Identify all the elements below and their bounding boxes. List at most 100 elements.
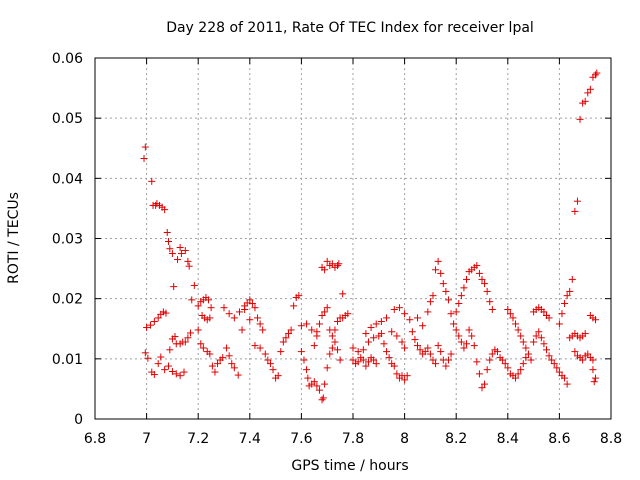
- data-point: [385, 354, 393, 362]
- data-point: [165, 362, 173, 370]
- data-point: [483, 287, 491, 295]
- data-point: [297, 322, 305, 330]
- data-point: [540, 340, 548, 348]
- data-point: [328, 332, 336, 340]
- data-point: [447, 350, 455, 358]
- data-point: [561, 299, 569, 307]
- data-point: [168, 367, 176, 375]
- data-point: [481, 380, 489, 388]
- data-point: [190, 281, 198, 289]
- data-point: [478, 384, 486, 392]
- data-point: [266, 360, 274, 368]
- data-point: [486, 356, 494, 364]
- y-tick-label: 0.04: [52, 171, 83, 187]
- data-point: [576, 115, 584, 123]
- data-point: [532, 332, 540, 340]
- data-point: [537, 334, 545, 342]
- data-point: [437, 348, 445, 356]
- data-point: [323, 257, 331, 265]
- data-point: [334, 262, 342, 270]
- data-point: [290, 302, 298, 310]
- data-point: [411, 336, 419, 344]
- data-point: [184, 257, 192, 265]
- data-point: [207, 304, 215, 312]
- data-point: [277, 348, 285, 356]
- data-point: [398, 338, 406, 346]
- data-point: [230, 364, 238, 372]
- data-point: [308, 326, 316, 334]
- data-point: [354, 348, 362, 356]
- data-point: [504, 364, 512, 372]
- data-point: [555, 368, 563, 376]
- data-point: [447, 310, 455, 318]
- data-point: [486, 298, 494, 306]
- data-point: [380, 340, 388, 348]
- data-point: [186, 329, 194, 337]
- data-point: [154, 360, 162, 368]
- data-point: [313, 382, 321, 390]
- data-point: [235, 308, 243, 316]
- data-point: [514, 370, 522, 378]
- data-point: [336, 356, 344, 364]
- data-point: [522, 344, 530, 352]
- data-point: [362, 330, 370, 338]
- data-point: [460, 344, 468, 352]
- data-point: [522, 354, 530, 362]
- data-point: [568, 275, 576, 283]
- data-point: [372, 360, 380, 368]
- data-point: [475, 370, 483, 378]
- data-point: [168, 250, 176, 258]
- data-point: [143, 324, 151, 332]
- data-point: [354, 358, 362, 366]
- data-point: [390, 305, 398, 313]
- data-point: [349, 344, 357, 352]
- data-point: [274, 372, 282, 380]
- y-axis-ticks: 0 0.01 0.02 0.03 0.04 0.05 0.06: [52, 51, 611, 428]
- data-point: [184, 334, 192, 342]
- data-point: [517, 332, 525, 340]
- data-point: [176, 340, 184, 348]
- data-point: [457, 338, 465, 346]
- data-point: [414, 342, 421, 350]
- data-point: [388, 328, 396, 336]
- data-point: [141, 349, 149, 357]
- data-point: [181, 338, 189, 346]
- data-point: [481, 280, 489, 288]
- data-point: [334, 318, 342, 326]
- data-point: [442, 362, 450, 370]
- data-point: [220, 304, 228, 312]
- data-point: [401, 310, 409, 318]
- data-point: [558, 310, 566, 318]
- data-point: [463, 275, 471, 283]
- data-point: [543, 346, 550, 354]
- data-point: [527, 356, 535, 364]
- y-axis-title: ROTI / TECUs: [6, 192, 22, 284]
- data-point: [303, 366, 311, 374]
- data-point: [297, 348, 305, 356]
- data-point: [512, 374, 520, 382]
- data-point: [166, 245, 174, 253]
- data-point: [586, 85, 594, 93]
- data-point: [424, 308, 432, 316]
- data-point: [174, 256, 182, 264]
- data-point: [545, 352, 553, 360]
- data-point: [225, 352, 233, 360]
- data-point: [197, 340, 205, 348]
- data-point: [535, 328, 543, 336]
- data-point: [401, 344, 409, 352]
- data-point: [206, 350, 214, 358]
- data-point: [251, 304, 259, 312]
- data-point: [426, 298, 434, 306]
- data-point: [416, 346, 424, 354]
- data-point: [581, 97, 589, 105]
- data-point: [584, 350, 592, 358]
- data-point: [377, 318, 385, 326]
- data-point: [148, 177, 156, 185]
- data-point: [524, 350, 532, 358]
- data-point: [269, 366, 277, 374]
- y-tick-label: 0.05: [52, 111, 83, 127]
- data-point: [162, 309, 170, 317]
- data-point: [214, 360, 222, 368]
- data-point: [246, 296, 254, 304]
- data-point: [571, 348, 579, 356]
